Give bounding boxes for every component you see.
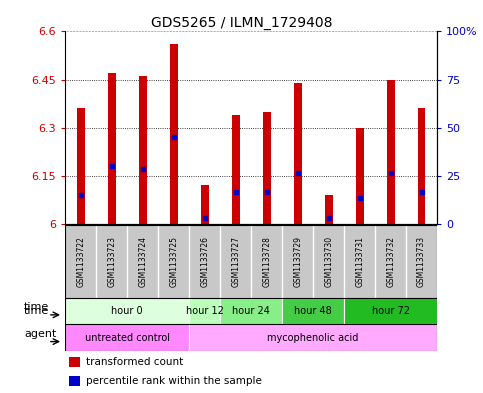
Bar [201,185,209,224]
Text: transformed count: transformed count [85,357,183,367]
Bar [189,298,220,324]
Bar [139,76,146,224]
Bar [69,357,80,367]
Bar [69,376,80,386]
Bar [344,298,437,324]
Text: percentile rank within the sample: percentile rank within the sample [85,376,261,386]
Text: GSM1133729: GSM1133729 [293,236,302,286]
Bar [325,195,332,224]
Bar [356,128,364,224]
Text: hour 48: hour 48 [294,306,332,316]
Bar [108,73,115,224]
Text: mycophenolic acid: mycophenolic acid [268,332,359,343]
Bar [263,112,270,224]
Text: GSM1133727: GSM1133727 [231,236,240,286]
Bar [282,298,344,324]
Text: GSM1133731: GSM1133731 [355,236,364,286]
Bar [220,298,282,324]
Bar [170,44,178,224]
Bar [418,108,426,224]
Bar [294,83,301,224]
Text: hour 0: hour 0 [112,306,143,316]
Text: GSM1133732: GSM1133732 [386,236,395,286]
Bar [387,79,395,224]
Text: hour 72: hour 72 [371,306,410,316]
Text: GSM1133724: GSM1133724 [138,236,147,286]
Bar [189,324,437,351]
Text: hour 12: hour 12 [186,306,224,316]
Text: untreated control: untreated control [85,332,170,343]
Text: GSM1133726: GSM1133726 [200,236,209,286]
Text: GSM1133733: GSM1133733 [417,235,426,287]
Text: GSM1133725: GSM1133725 [169,236,178,286]
Text: GSM1133728: GSM1133728 [262,236,271,286]
Text: GSM1133730: GSM1133730 [324,235,333,287]
Text: GDS5265 / ILMN_1729408: GDS5265 / ILMN_1729408 [151,16,332,30]
Text: GSM1133723: GSM1133723 [107,236,116,286]
Bar [77,108,85,224]
Text: time: time [24,302,49,312]
Bar [65,324,189,351]
Bar [232,115,240,224]
Text: hour 24: hour 24 [232,306,270,316]
Text: agent: agent [24,329,57,339]
Text: GSM1133722: GSM1133722 [76,236,85,286]
Text: time: time [24,306,49,316]
Bar [65,298,189,324]
